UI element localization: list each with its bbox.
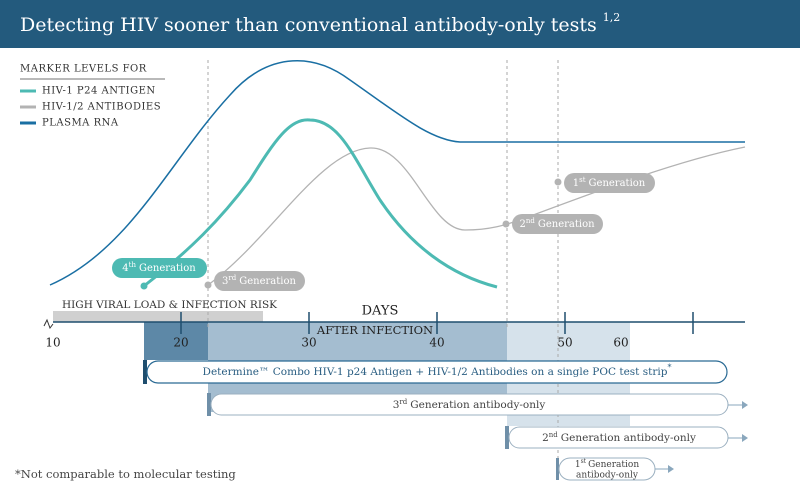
gen-label: 4th Generation: [122, 261, 196, 274]
tick-label: 10: [45, 336, 60, 350]
title-text: Detecting HIV sooner than conventional a…: [20, 14, 597, 36]
legend-title: MARKER LEVELS FOR: [20, 64, 147, 75]
text-part: Generation antibody-only: [561, 432, 696, 444]
title: Detecting HIV sooner than conventional a…: [20, 11, 620, 36]
footnote: *Not comparable to molecular testing: [15, 467, 236, 481]
tick-label: 30: [301, 336, 316, 350]
text-part: 4: [122, 263, 128, 274]
text-part: th: [129, 261, 137, 269]
text-part: 3: [222, 276, 228, 287]
text-part: 1: [573, 178, 579, 189]
text-part: 3: [393, 399, 400, 411]
combo-label: Determine™ Combo HIV-1 p24 Antigen + HIV…: [203, 363, 672, 378]
axis-subtitle: AFTER INFECTION: [316, 323, 433, 337]
bar-label: antibody-only: [576, 471, 639, 481]
gen-label: 2nd Generation: [519, 217, 595, 230]
header-band: [0, 0, 800, 48]
text-part: Generation: [589, 178, 646, 189]
text-part: Generation: [588, 460, 639, 470]
gen-label: 3rd Generation: [222, 274, 296, 287]
title-sup: 1,2: [603, 11, 621, 24]
tick-label: 40: [429, 336, 444, 350]
risk-label: HIGH VIRAL LOAD & INFECTION RISK: [62, 299, 277, 311]
text-part: Generation: [139, 263, 196, 274]
bar-label: 3rd Generation antibody-only: [393, 398, 546, 411]
text-part: st: [579, 176, 586, 184]
tick-label: 50: [557, 336, 572, 350]
text-part: Determine™ Combo HIV-1 p24 Antigen + HIV…: [203, 366, 668, 378]
legend-item: HIV-1/2 ANTIBODIES: [42, 102, 161, 113]
text-part: Generation antibody-only: [410, 399, 545, 411]
text-part: nd: [549, 431, 559, 439]
legend-item: HIV-1 P24 ANTIGEN: [42, 86, 156, 97]
tick-label: 60: [613, 336, 628, 350]
bar-label: 1st Generation: [575, 458, 639, 470]
text-part: st: [581, 458, 587, 465]
text-part: 2: [542, 432, 549, 444]
bar-label: 2nd Generation antibody-only: [542, 431, 696, 444]
text-part: rd: [228, 274, 236, 282]
axis-title: DAYS: [362, 304, 399, 319]
gen-label: 1st Generation: [573, 176, 646, 189]
text-part: nd: [526, 217, 536, 225]
text-part: 1: [575, 460, 581, 470]
legend-item: PLASMA RNA: [42, 118, 119, 129]
text-part: rd: [399, 398, 407, 406]
text-part: 2: [519, 219, 525, 230]
text-part: *: [667, 363, 671, 372]
tick-label: 20: [173, 336, 188, 350]
text-part: Generation: [538, 219, 595, 230]
text-part: Generation: [239, 276, 296, 287]
